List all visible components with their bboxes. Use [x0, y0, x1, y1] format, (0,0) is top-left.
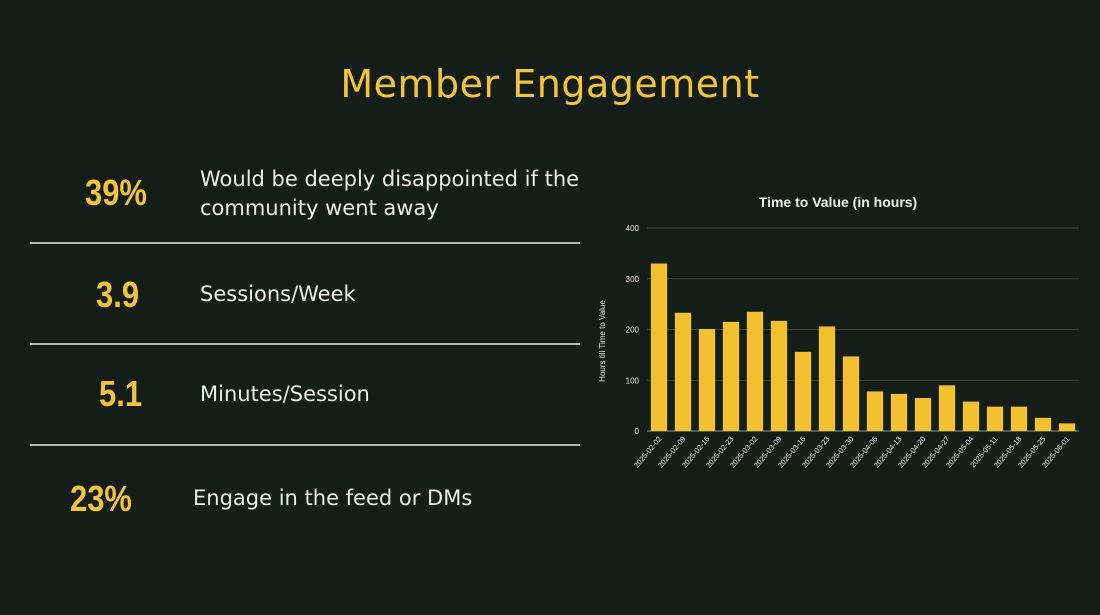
y-tick-label: 300	[626, 275, 640, 284]
stat-label: Would be deeply disappointed if the comm…	[200, 167, 580, 220]
bar	[698, 328, 716, 431]
x-axis-ticks: 2025-02-022025-02-092025-02-162025-02-23…	[632, 435, 1072, 470]
stat-label: Sessions/Week	[200, 282, 356, 306]
bar	[962, 401, 980, 431]
stat-label: Minutes/Session	[200, 382, 370, 406]
y-tick-label: 200	[626, 326, 640, 335]
divider	[30, 242, 580, 244]
bar	[650, 263, 668, 431]
bar	[746, 311, 764, 431]
bar	[818, 326, 836, 431]
stat-value: 5.1	[99, 373, 143, 414]
y-axis-label: Hours till Time to Value	[598, 300, 607, 382]
bar	[1058, 423, 1076, 431]
y-tick-label: 0	[635, 427, 640, 436]
bar	[1010, 406, 1028, 431]
time-to-value-chart: Time to Value (in hours) Hours till Time…	[595, 180, 1095, 490]
bar	[938, 385, 956, 431]
bar	[674, 312, 692, 431]
stat-label: Engage in the feed or DMs	[193, 486, 473, 510]
bar	[770, 320, 788, 431]
bar	[866, 391, 884, 431]
bar	[890, 393, 908, 431]
stat-value: 39%	[85, 172, 147, 213]
stat-value: 23%	[70, 478, 132, 519]
chart-title: Time to Value (in hours)	[759, 194, 917, 210]
gridlines	[647, 227, 1079, 432]
bar	[1034, 417, 1052, 431]
divider	[30, 343, 580, 345]
y-tick-label: 400	[626, 224, 640, 233]
stat-value: 3.9	[96, 274, 140, 315]
slide-title: Member Engagement	[340, 62, 760, 106]
bar	[722, 321, 740, 431]
bars	[650, 263, 1076, 431]
bar	[986, 406, 1004, 431]
bar	[794, 351, 812, 431]
y-axis-ticks: 0 100 200 300 400	[626, 224, 640, 436]
bar	[842, 356, 860, 431]
y-tick-label: 100	[626, 376, 640, 385]
bar	[914, 398, 932, 431]
divider	[30, 444, 580, 446]
chart-svg: Time to Value (in hours) Hours till Time…	[598, 194, 1079, 470]
